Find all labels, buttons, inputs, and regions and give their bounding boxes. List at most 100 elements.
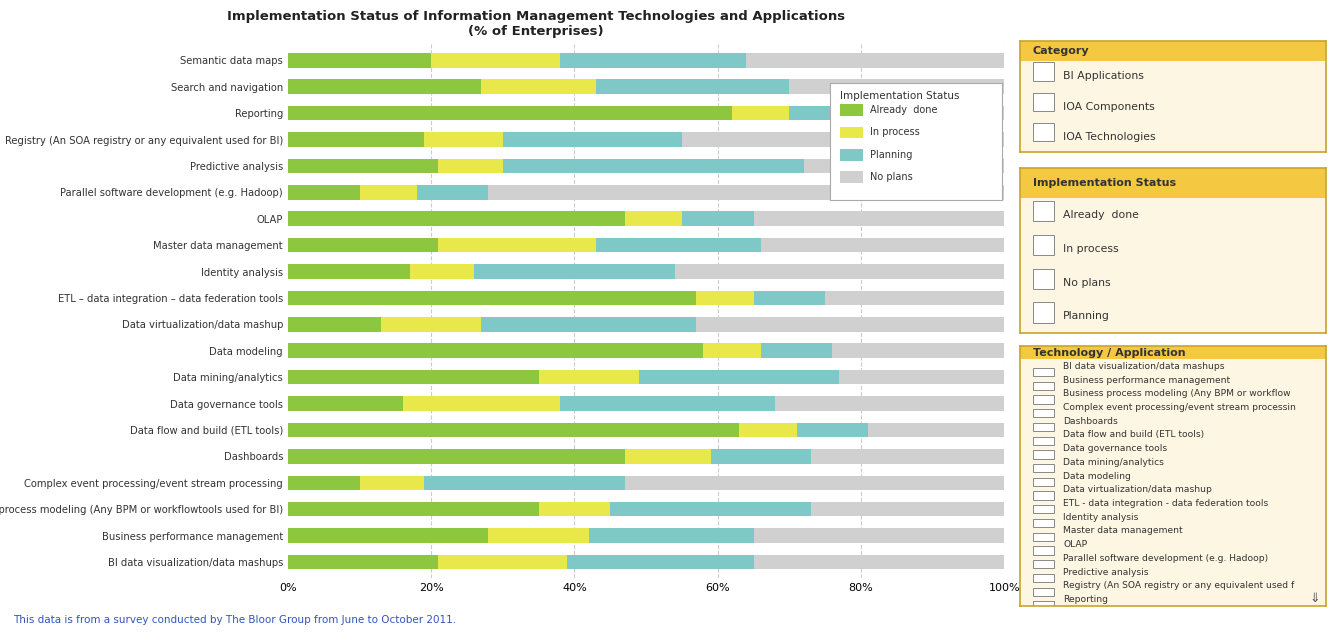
Text: Implementation Status: Implementation Status <box>1032 178 1176 188</box>
Bar <box>410 264 474 279</box>
Bar <box>288 159 438 173</box>
Bar <box>624 449 711 464</box>
Bar <box>503 132 682 147</box>
Bar <box>1032 123 1054 142</box>
Bar <box>1032 201 1054 221</box>
Bar <box>841 149 862 161</box>
Bar <box>424 132 503 147</box>
Text: Dashboards: Dashboards <box>1063 417 1118 425</box>
Text: In process: In process <box>1063 244 1118 254</box>
Bar <box>811 449 1004 464</box>
Bar <box>288 502 538 516</box>
Bar <box>288 370 538 384</box>
Bar <box>840 370 1004 384</box>
Bar <box>761 344 833 358</box>
Text: OLAP: OLAP <box>1063 540 1087 549</box>
Bar <box>288 449 624 464</box>
Bar <box>868 423 1004 438</box>
Bar <box>1032 574 1054 582</box>
Bar <box>1032 546 1054 554</box>
Bar <box>1020 168 1326 198</box>
Bar <box>811 502 1004 516</box>
Bar <box>589 528 754 543</box>
Bar <box>288 555 438 569</box>
Text: Implementation Status of Information Management Technologies and Applications
(%: Implementation Status of Information Man… <box>226 10 845 37</box>
Bar <box>1032 450 1054 458</box>
Bar <box>624 476 1004 490</box>
Bar <box>288 396 403 411</box>
Bar <box>1032 601 1054 610</box>
Bar <box>288 238 438 252</box>
Bar <box>739 423 797 438</box>
Bar <box>754 528 1004 543</box>
Bar <box>682 132 1004 147</box>
Text: Data governance tools: Data governance tools <box>1063 444 1168 453</box>
Bar <box>438 238 596 252</box>
Bar <box>288 317 382 331</box>
Bar <box>288 528 489 543</box>
Text: No plans: No plans <box>1063 277 1110 288</box>
Bar <box>1032 302 1054 323</box>
Bar <box>288 423 739 438</box>
Bar <box>1032 396 1054 404</box>
Text: ETL - data integration - data federation tools: ETL - data integration - data federation… <box>1063 499 1268 508</box>
Text: Master data management: Master data management <box>1063 526 1182 535</box>
Bar <box>359 185 416 199</box>
Text: BI data visualization/data mashups: BI data visualization/data mashups <box>1063 362 1225 371</box>
Text: In process: In process <box>869 128 920 137</box>
Bar <box>288 344 703 358</box>
Bar <box>797 423 868 438</box>
Bar <box>1032 382 1054 390</box>
Bar <box>1032 368 1054 376</box>
Text: Data modeling: Data modeling <box>1063 472 1131 481</box>
Bar <box>761 238 1004 252</box>
Bar <box>438 159 503 173</box>
Bar <box>624 211 682 226</box>
Bar <box>754 211 1004 226</box>
Bar <box>538 370 639 384</box>
Text: Already  done: Already done <box>869 105 937 115</box>
Bar <box>481 317 696 331</box>
Bar <box>682 211 754 226</box>
Text: Data flow and build (ETL tools): Data flow and build (ETL tools) <box>1063 431 1204 439</box>
Bar <box>1032 93 1054 111</box>
Bar <box>639 370 840 384</box>
Bar <box>382 317 481 331</box>
Bar <box>790 79 1004 94</box>
Text: Registry (An SOA registry or any equivalent used f: Registry (An SOA registry or any equival… <box>1063 581 1295 591</box>
Bar <box>596 238 761 252</box>
Bar <box>611 502 811 516</box>
Text: No plans: No plans <box>869 172 912 182</box>
Text: Planning: Planning <box>1063 311 1110 321</box>
Bar <box>803 159 1004 173</box>
Bar <box>288 264 410 279</box>
Text: Reporting: Reporting <box>1063 595 1109 604</box>
Bar <box>841 126 862 138</box>
Bar <box>288 53 431 67</box>
Text: Parallel software development (e.g. Hadoop): Parallel software development (e.g. Hado… <box>1063 554 1268 563</box>
Bar <box>538 502 611 516</box>
Bar <box>1032 560 1054 568</box>
Bar <box>1032 505 1054 514</box>
Bar <box>503 159 803 173</box>
Bar <box>1032 62 1054 81</box>
Text: IOA Components: IOA Components <box>1063 102 1154 112</box>
Bar <box>489 185 1004 199</box>
Text: Complex event processing/event stream processin: Complex event processing/event stream pr… <box>1063 403 1296 412</box>
Text: Technology / Application: Technology / Application <box>1032 348 1185 358</box>
Bar <box>1032 436 1054 444</box>
Bar <box>438 555 568 569</box>
Bar <box>560 396 775 411</box>
Text: Business performance management: Business performance management <box>1063 375 1231 385</box>
Bar <box>1032 587 1054 596</box>
Bar <box>568 555 754 569</box>
Text: Data mining/analytics: Data mining/analytics <box>1063 458 1164 467</box>
Bar <box>775 396 1004 411</box>
Bar <box>288 291 696 305</box>
Bar <box>754 291 825 305</box>
Bar <box>833 106 1004 121</box>
Bar <box>1032 409 1054 417</box>
Bar <box>1032 423 1054 431</box>
Bar <box>1032 533 1054 541</box>
Bar <box>288 79 481 94</box>
